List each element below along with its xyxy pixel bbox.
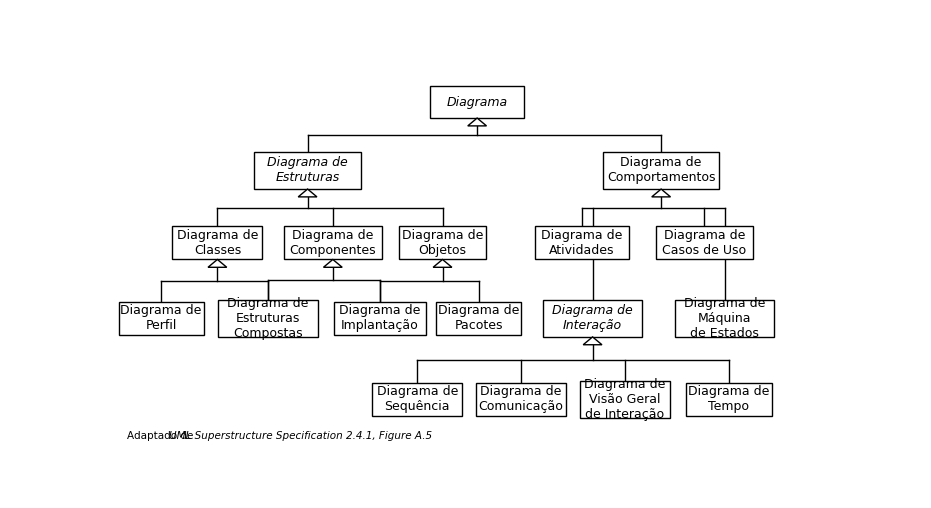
FancyBboxPatch shape	[686, 383, 772, 416]
FancyBboxPatch shape	[675, 300, 775, 337]
Polygon shape	[583, 337, 602, 345]
FancyBboxPatch shape	[580, 380, 670, 418]
Text: Diagrama de
Máquina
de Estados: Diagrama de Máquina de Estados	[684, 297, 765, 340]
Text: Diagrama de
Interação: Diagrama de Interação	[552, 304, 633, 332]
Text: Diagrama de
Estruturas
Compostas: Diagrama de Estruturas Compostas	[227, 297, 308, 340]
Text: Diagrama de
Casos de Uso: Diagrama de Casos de Uso	[662, 229, 747, 257]
Text: Diagrama de
Estruturas: Diagrama de Estruturas	[267, 156, 348, 184]
FancyBboxPatch shape	[372, 383, 463, 416]
FancyBboxPatch shape	[118, 302, 204, 335]
Text: Diagrama de
Atividades: Diagrama de Atividades	[541, 229, 623, 257]
Polygon shape	[652, 189, 670, 197]
Text: Diagrama de
Comunicação: Diagrama de Comunicação	[479, 385, 563, 414]
Text: Diagrama de
Tempo: Diagrama de Tempo	[688, 385, 770, 414]
Polygon shape	[298, 189, 317, 197]
Text: Adaptado de: Adaptado de	[128, 431, 196, 441]
FancyBboxPatch shape	[603, 152, 719, 189]
FancyBboxPatch shape	[436, 302, 521, 335]
FancyBboxPatch shape	[655, 226, 753, 260]
Text: Diagrama de
Comportamentos: Diagrama de Comportamentos	[607, 156, 715, 184]
FancyBboxPatch shape	[284, 226, 382, 260]
Text: Diagrama de
Visão Geral
de Interação: Diagrama de Visão Geral de Interação	[585, 378, 666, 421]
Text: Diagrama de
Implantação: Diagrama de Implantação	[339, 304, 421, 332]
Text: Diagrama de
Componentes: Diagrama de Componentes	[290, 229, 376, 257]
Polygon shape	[208, 260, 227, 267]
Text: UML Superstructure Specification 2.4.1, Figure A.5: UML Superstructure Specification 2.4.1, …	[169, 431, 432, 441]
Polygon shape	[467, 118, 487, 126]
FancyBboxPatch shape	[534, 226, 628, 260]
FancyBboxPatch shape	[218, 300, 317, 337]
FancyBboxPatch shape	[172, 226, 263, 260]
FancyBboxPatch shape	[399, 226, 486, 260]
Text: Diagrama: Diagrama	[447, 96, 507, 109]
Text: Diagrama de
Perfil: Diagrama de Perfil	[120, 304, 202, 332]
Polygon shape	[323, 260, 343, 267]
Text: Diagrama de
Classes: Diagrama de Classes	[177, 229, 258, 257]
FancyBboxPatch shape	[333, 302, 425, 335]
FancyBboxPatch shape	[430, 86, 524, 118]
FancyBboxPatch shape	[543, 300, 642, 337]
Polygon shape	[433, 260, 452, 267]
Text: Diagrama de
Objetos: Diagrama de Objetos	[402, 229, 483, 257]
FancyBboxPatch shape	[254, 152, 361, 189]
Text: Diagrama de
Pacotes: Diagrama de Pacotes	[438, 304, 519, 332]
Text: Diagrama de
Sequência: Diagrama de Sequência	[376, 385, 458, 414]
FancyBboxPatch shape	[476, 383, 566, 416]
